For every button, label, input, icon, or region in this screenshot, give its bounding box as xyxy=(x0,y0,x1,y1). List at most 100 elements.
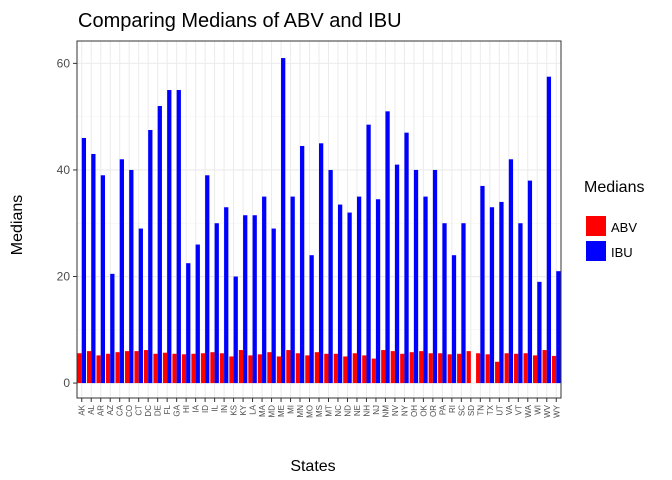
x-tick-label: CA xyxy=(116,404,125,416)
x-tick-label: SD xyxy=(467,405,476,416)
bar-ibu-ma xyxy=(262,196,267,384)
y-tick-label: 20 xyxy=(57,270,71,284)
x-tick-label: KS xyxy=(230,405,239,416)
bar-ibu-al xyxy=(91,153,96,384)
bar-abv-mn xyxy=(295,353,301,384)
x-tick-label: PA xyxy=(438,404,447,415)
bar-abv-ri xyxy=(447,354,452,384)
bar-ibu-ok xyxy=(423,196,428,384)
x-tick-label: NH xyxy=(362,405,371,417)
legend: Medians ABV IBU xyxy=(584,179,644,261)
bar-abv-ky xyxy=(238,350,244,384)
bar-abv-wi xyxy=(533,355,538,384)
x-tick-label: MI xyxy=(287,405,296,414)
bar-ibu-co xyxy=(129,169,134,384)
bar-abv-me xyxy=(276,356,282,384)
bar-ibu-tn xyxy=(480,185,485,384)
bar-ibu-ks xyxy=(233,276,238,384)
bar-ibu-pa xyxy=(442,223,447,384)
legend-title: Medians xyxy=(584,179,644,196)
bar-abv-il xyxy=(210,352,215,384)
bar-abv-md xyxy=(267,352,272,384)
x-tick-label: MD xyxy=(268,405,277,418)
bar-ibu-nc xyxy=(337,204,343,384)
bar-abv-al xyxy=(86,351,92,384)
bar-abv-ut xyxy=(495,361,500,384)
x-tick-label: NE xyxy=(353,405,362,416)
bar-abv-ma xyxy=(257,354,263,384)
bar-ibu-vt xyxy=(518,223,523,384)
legend-key-abv xyxy=(586,216,606,236)
bar-abv-nm xyxy=(381,350,386,384)
x-tick-label: AR xyxy=(97,405,106,416)
bar-abv-pa xyxy=(438,353,443,384)
x-tick-label: IN xyxy=(220,405,229,413)
bar-ibu-mt xyxy=(328,169,333,384)
bar-ibu-wv xyxy=(546,76,552,384)
bar-ibu-ga xyxy=(176,90,181,384)
bar-ibu-oh xyxy=(413,169,419,384)
bar-abv-co xyxy=(124,351,130,384)
x-tick-label: OR xyxy=(429,405,438,417)
x-tick-label: RI xyxy=(448,405,457,413)
bar-abv-id xyxy=(200,353,206,384)
x-tick-label: CO xyxy=(125,405,134,417)
bar-abv-sd xyxy=(466,351,471,384)
bar-ibu-hi xyxy=(186,263,191,384)
x-tick-label: NM xyxy=(381,405,390,418)
x-tick-label: AK xyxy=(78,404,87,415)
x-tick-label: AL xyxy=(87,404,96,414)
bar-abv-tn xyxy=(476,353,481,384)
bar-ibu-va xyxy=(508,159,514,384)
x-tick-label: NC xyxy=(334,405,343,417)
bar-abv-fl xyxy=(162,352,168,384)
bar-ibu-dc xyxy=(148,129,153,384)
x-tick-label: LA xyxy=(249,404,258,414)
y-tick-label: 0 xyxy=(63,376,70,390)
bar-ibu-nh xyxy=(366,124,371,384)
x-tick-label: ND xyxy=(343,405,352,417)
bar-abv-in xyxy=(219,353,225,384)
bar-abv-ar xyxy=(96,355,101,384)
x-tick-label: ME xyxy=(277,405,286,417)
bar-abv-ne xyxy=(352,353,357,384)
bar-abv-nj xyxy=(371,358,376,384)
legend-label-ibu: IBU xyxy=(611,245,633,260)
bar-abv-az xyxy=(105,353,111,384)
bar-abv-nc xyxy=(333,353,338,384)
bar-ibu-il xyxy=(214,223,219,384)
bar-ibu-id xyxy=(205,175,210,384)
x-tick-label: MT xyxy=(324,405,333,417)
x-tick-label: SC xyxy=(457,405,466,416)
bar-ibu-in xyxy=(224,207,229,384)
x-tick-label: NJ xyxy=(372,405,381,415)
x-axis-title: States xyxy=(290,458,335,475)
bar-ibu-nv xyxy=(394,164,400,384)
bar-ibu-ia xyxy=(195,244,200,384)
bar-ibu-wi xyxy=(537,281,542,384)
x-tick-label: WA xyxy=(524,404,533,417)
x-tick-label: MO xyxy=(306,405,315,418)
bar-ibu-la xyxy=(252,215,257,384)
bar-abv-ia xyxy=(191,353,196,384)
bar-ibu-mo xyxy=(309,255,314,384)
bar-abv-va xyxy=(504,353,509,384)
x-tick-label: OK xyxy=(419,404,428,416)
legend-label-abv: ABV xyxy=(611,220,637,235)
bar-abv-mo xyxy=(305,355,310,384)
bar-ibu-ut xyxy=(499,201,504,384)
x-tick-label: FL xyxy=(163,404,172,414)
x-tick-label: DE xyxy=(154,405,163,416)
bar-ibu-nd xyxy=(347,212,352,384)
x-tick-label: TN xyxy=(476,405,485,416)
bar-abv-sc xyxy=(457,353,462,384)
bar-ibu-ar xyxy=(100,175,105,384)
bar-abv-mt xyxy=(324,353,329,384)
bar-ibu-nm xyxy=(385,111,390,384)
bar-ibu-ms xyxy=(319,143,324,384)
x-tick-label: DC xyxy=(144,405,153,417)
bar-abv-mi xyxy=(286,350,291,384)
bar-ibu-ca xyxy=(119,159,124,384)
x-tick-label: WI xyxy=(533,405,542,415)
bar-abv-nv xyxy=(390,351,395,384)
